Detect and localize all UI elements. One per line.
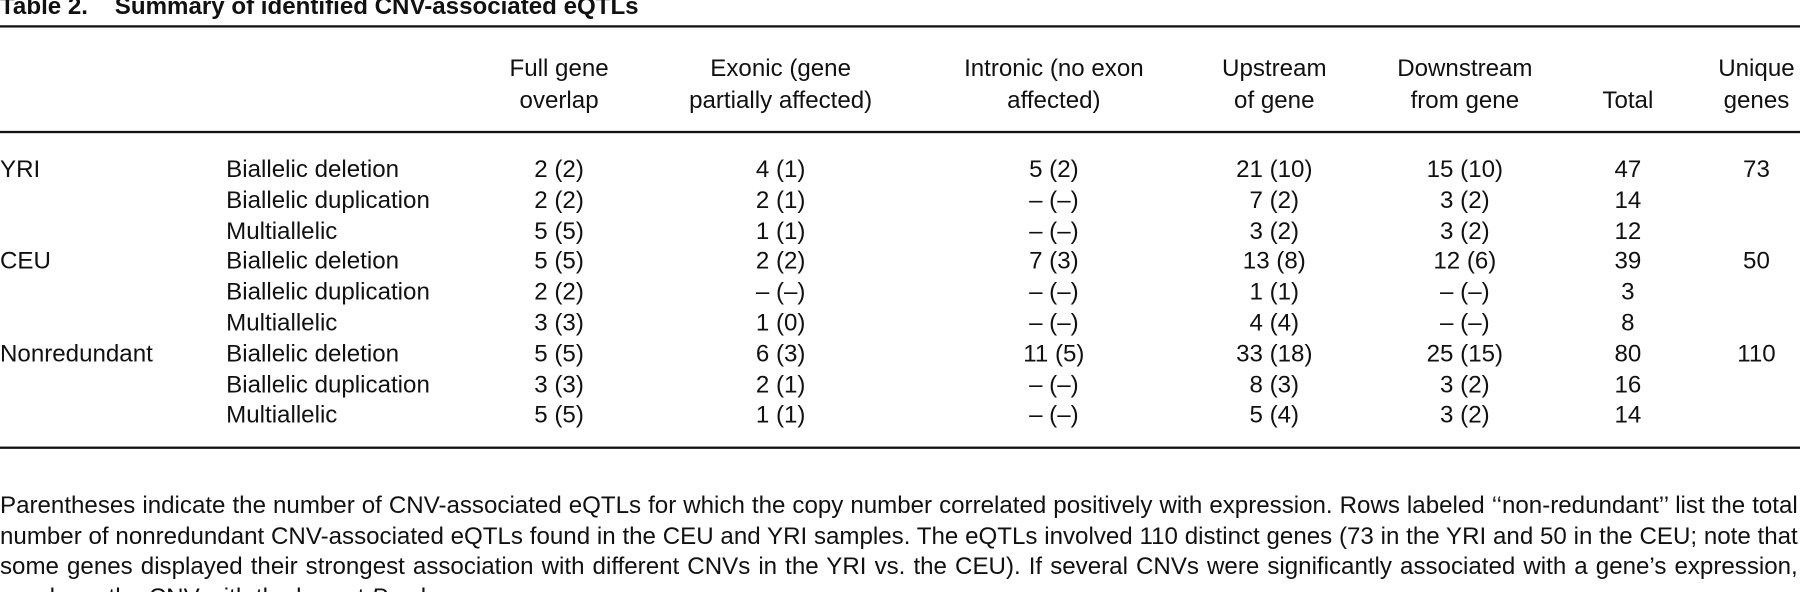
cell: 7 (2) xyxy=(1249,186,1300,214)
cell: 5 (2) xyxy=(1029,156,1079,183)
cell: 2 (2) xyxy=(534,279,584,306)
unique-genes: 50 xyxy=(1743,248,1770,275)
footnote-italic: P xyxy=(371,584,387,592)
row-label: Biallelic deletion xyxy=(226,340,400,368)
cell: 39 xyxy=(1614,248,1642,275)
row-label: Multiallelic xyxy=(226,217,338,245)
group-label: Nonredundant xyxy=(0,340,153,368)
cell: 1 (1) xyxy=(1249,279,1300,306)
cell: – (–) xyxy=(755,279,806,306)
cell: 7 (3) xyxy=(1029,248,1079,275)
cell: 16 xyxy=(1614,371,1642,398)
header-rule xyxy=(0,130,1800,133)
column-header: Intronic (no exon xyxy=(964,55,1144,82)
cell: 2 (1) xyxy=(755,186,806,214)
column-header: from gene xyxy=(1410,87,1520,114)
cell: – (–) xyxy=(1029,279,1079,306)
row-label: Biallelic duplication xyxy=(226,371,430,398)
row-label: Multiallelic xyxy=(226,402,338,429)
cell: 4 (1) xyxy=(755,156,806,183)
title-text: Summary of identified CNV-associated eQT… xyxy=(114,0,639,20)
row-label: Biallelic duplication xyxy=(226,186,430,214)
unique-genes: 110 xyxy=(1737,340,1776,368)
cell: 2 (1) xyxy=(755,371,806,398)
table-title: Table 2. Summary of identified CNV-assoc… xyxy=(0,0,639,21)
cell: – (–) xyxy=(1029,186,1079,214)
cell: 11 (5) xyxy=(1023,340,1085,368)
unique-genes: 73 xyxy=(1743,156,1770,183)
cell: 80 xyxy=(1614,340,1642,368)
cell: 5 (5) xyxy=(534,248,584,275)
table-label: Table 2. xyxy=(0,0,88,20)
cell: – (–) xyxy=(1029,402,1079,429)
column-header: genes xyxy=(1723,87,1790,114)
column-header: Upstream xyxy=(1222,55,1327,82)
cell: 3 (2) xyxy=(1440,402,1490,429)
cell: 3 (2) xyxy=(1440,217,1490,245)
cell: 21 (10) xyxy=(1236,156,1313,183)
cell: 1 (0) xyxy=(755,309,806,337)
row-label: Biallelic deletion xyxy=(226,156,400,183)
cell: – (–) xyxy=(1029,371,1079,398)
cell: 47 xyxy=(1614,156,1642,183)
cell: 33 (18) xyxy=(1236,340,1313,368)
cell: 25 (15) xyxy=(1426,340,1504,368)
cell: 3 xyxy=(1621,279,1635,306)
column-header: Exonic (gene xyxy=(710,55,851,82)
cell: 5 (5) xyxy=(534,217,584,245)
cell: 8 (3) xyxy=(1249,371,1300,398)
cell: 3 (2) xyxy=(1440,371,1490,398)
cell: 1 (1) xyxy=(755,217,806,245)
cell: 15 (10) xyxy=(1426,156,1504,183)
cell: 3 (3) xyxy=(534,371,584,398)
cell: 13 (8) xyxy=(1242,248,1306,275)
top-rule xyxy=(0,25,1800,27)
column-header: Total xyxy=(1602,87,1654,114)
cell: 3 (2) xyxy=(1249,217,1300,245)
footnote-end: -value. xyxy=(387,584,459,592)
cell: 14 xyxy=(1614,402,1642,429)
column-header: Full gene xyxy=(509,55,609,82)
row-label: Biallelic duplication xyxy=(226,279,430,306)
column-header: overlap xyxy=(519,87,599,114)
bottom-rule xyxy=(0,446,1800,449)
cell: – (–) xyxy=(1440,309,1490,337)
column-header: partially affected) xyxy=(689,87,873,114)
cell: 5 (5) xyxy=(534,340,584,368)
column-header: affected) xyxy=(1007,87,1101,114)
row-label: Biallelic deletion xyxy=(226,248,400,275)
cell: 4 (4) xyxy=(1249,309,1300,337)
group-label: CEU xyxy=(0,248,51,275)
cell: 8 xyxy=(1621,309,1635,337)
column-header: of gene xyxy=(1234,87,1315,114)
row-label: Multiallelic xyxy=(226,309,338,337)
cell: 1 (1) xyxy=(755,402,806,429)
cell: 3 (3) xyxy=(534,309,584,337)
group-label: YRI xyxy=(0,156,41,183)
cell: 14 xyxy=(1614,186,1642,214)
footnote: Parentheses indicate the number of CNV-a… xyxy=(0,491,1798,592)
cell: 2 (2) xyxy=(534,186,584,214)
cell: 5 (4) xyxy=(1249,402,1300,429)
cell: 2 (2) xyxy=(534,156,584,183)
column-header: Unique xyxy=(1718,55,1795,82)
cell: 2 (2) xyxy=(755,248,806,275)
cell: 12 xyxy=(1614,217,1642,245)
cell: – (–) xyxy=(1440,279,1490,306)
column-header: Downstream xyxy=(1397,55,1533,82)
cell: – (–) xyxy=(1029,309,1079,337)
cell: 3 (2) xyxy=(1440,186,1490,214)
cell: 12 (6) xyxy=(1433,248,1497,275)
cell: 5 (5) xyxy=(534,402,584,429)
cell: 6 (3) xyxy=(755,340,806,368)
footnote-text: Parentheses indicate the number of CNV-a… xyxy=(0,492,1798,592)
cell: – (–) xyxy=(1029,217,1079,245)
